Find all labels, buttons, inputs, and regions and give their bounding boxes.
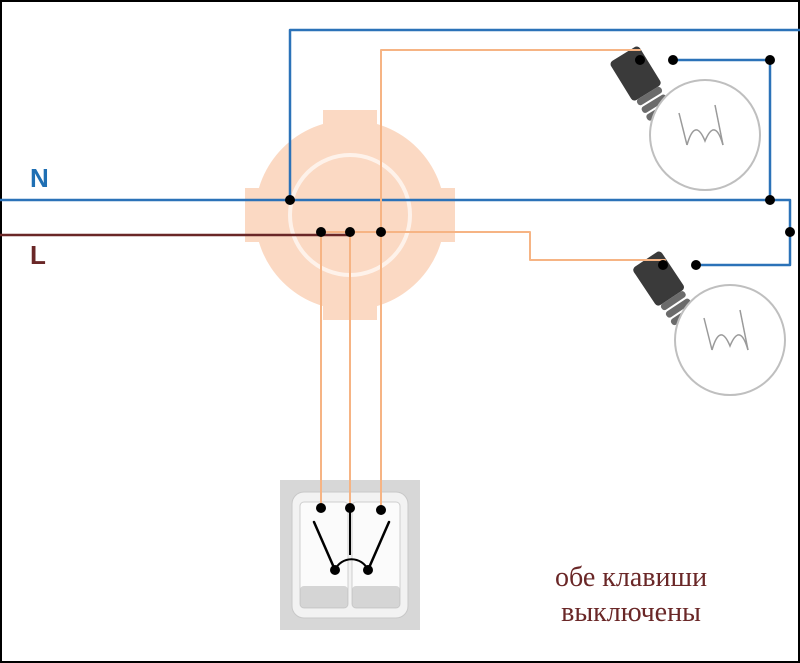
light-bulb	[632, 250, 785, 395]
junction-node	[635, 55, 645, 65]
junction-node	[316, 503, 326, 513]
junction-node	[785, 227, 795, 237]
junction-node	[668, 55, 678, 65]
junction-node	[658, 260, 668, 270]
junction-node	[765, 55, 775, 65]
junction-node	[376, 505, 386, 515]
neutral-to-bulb2	[698, 200, 790, 265]
junction-node	[691, 260, 701, 270]
caption: обе клавиши выключены	[555, 560, 707, 630]
junction-node	[345, 227, 355, 237]
junction-node	[345, 503, 355, 513]
junction-node	[316, 227, 326, 237]
junction-node	[285, 195, 295, 205]
neutral-label: N	[30, 163, 49, 194]
caption-line-1: обе клавиши	[555, 562, 707, 593]
light-bulb	[609, 45, 760, 190]
junction-node	[765, 195, 775, 205]
junction-node	[363, 565, 373, 575]
caption-line-2: выключены	[561, 597, 701, 628]
line-label: L	[30, 240, 46, 271]
wiring-diagram: N L обе клавиши выключены	[0, 0, 800, 663]
junction-node	[376, 227, 386, 237]
junction-node	[330, 565, 340, 575]
